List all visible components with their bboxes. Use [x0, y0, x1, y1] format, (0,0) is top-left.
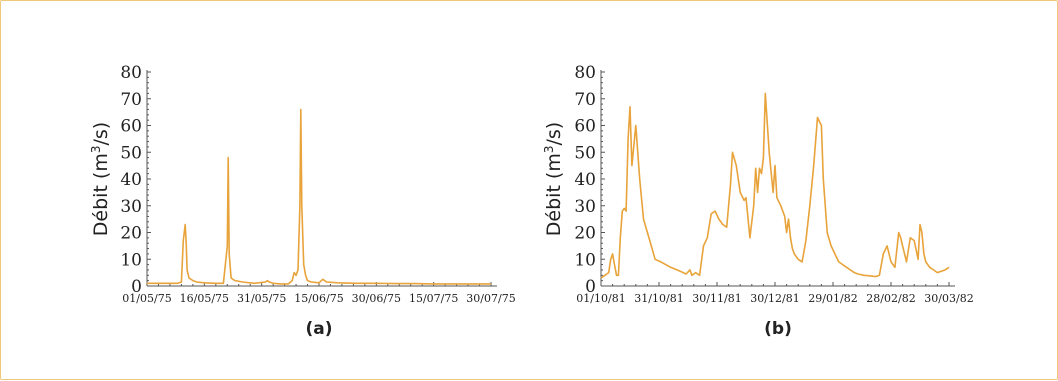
y-tick-label: 10 [574, 250, 596, 270]
y-axis-label-end: /s) [90, 122, 112, 146]
y-tick-label: 20 [574, 224, 596, 244]
y-tick-label: 0 [585, 277, 596, 297]
y-tick-label: 20 [120, 224, 142, 244]
series-line [147, 108, 491, 285]
x-tick-label: 30/12/81 [750, 292, 799, 305]
chart-caption: (b) [764, 319, 792, 339]
y-tick-label: 50 [120, 143, 142, 163]
y-axis-label: Débit (m3/s) [542, 122, 565, 236]
x-tick-label: 01/05/75 [122, 292, 171, 305]
x-tick-label: 15/07/75 [409, 292, 458, 305]
x-tick-label: 01/10/81 [576, 292, 625, 305]
y-tick-label: 60 [120, 117, 142, 137]
x-tick-label: 28/02/82 [866, 292, 915, 305]
y-axis-label-main: Débit (m [90, 153, 112, 236]
x-tick-label: 30/06/75 [352, 292, 401, 305]
y-axis-label: Débit (m3/s) [89, 122, 112, 236]
x-tick-label: 29/01/82 [808, 292, 857, 305]
x-tick-label: 16/05/75 [180, 292, 229, 305]
y-tick-label: 80 [574, 63, 596, 83]
y-tick-label: 80 [120, 63, 142, 83]
y-tick-label: 70 [574, 90, 596, 110]
series-line [600, 92, 950, 279]
y-tick-label: 40 [120, 170, 142, 190]
y-tick-label: 60 [574, 117, 596, 137]
x-tick-label: 30/03/82 [924, 292, 973, 305]
x-tick-label: 30/07/75 [466, 292, 515, 305]
y-axis-label-superscript: 3 [542, 146, 556, 154]
y-tick-label: 40 [574, 170, 596, 190]
y-tick-label: 50 [574, 143, 596, 163]
x-tick-label: 31/10/81 [634, 292, 683, 305]
chart-caption: (a) [305, 319, 332, 339]
y-tick-label: 0 [131, 277, 142, 297]
chart-b: 0 10 20 30 40 50 60 70 80 01/10/81 31/10/81 30/11/8… [542, 63, 974, 339]
y-axis-label-superscript: 3 [89, 146, 103, 154]
y-tick-label: 30 [574, 197, 596, 217]
chart-a: 0 10 20 30 40 50 60 70 80 01/05/75 16/05/75 31/05/7… [89, 63, 516, 339]
x-tick-label: 15/06/75 [294, 292, 343, 305]
x-tick-label: 31/05/75 [237, 292, 286, 305]
y-axis-label-end: /s) [543, 122, 565, 146]
y-axis-label-main: Débit (m [543, 153, 565, 236]
y-tick-label: 70 [120, 90, 142, 110]
x-tick-label: 30/11/81 [692, 292, 741, 305]
y-tick-label: 30 [120, 197, 142, 217]
y-tick-label: 10 [120, 250, 142, 270]
